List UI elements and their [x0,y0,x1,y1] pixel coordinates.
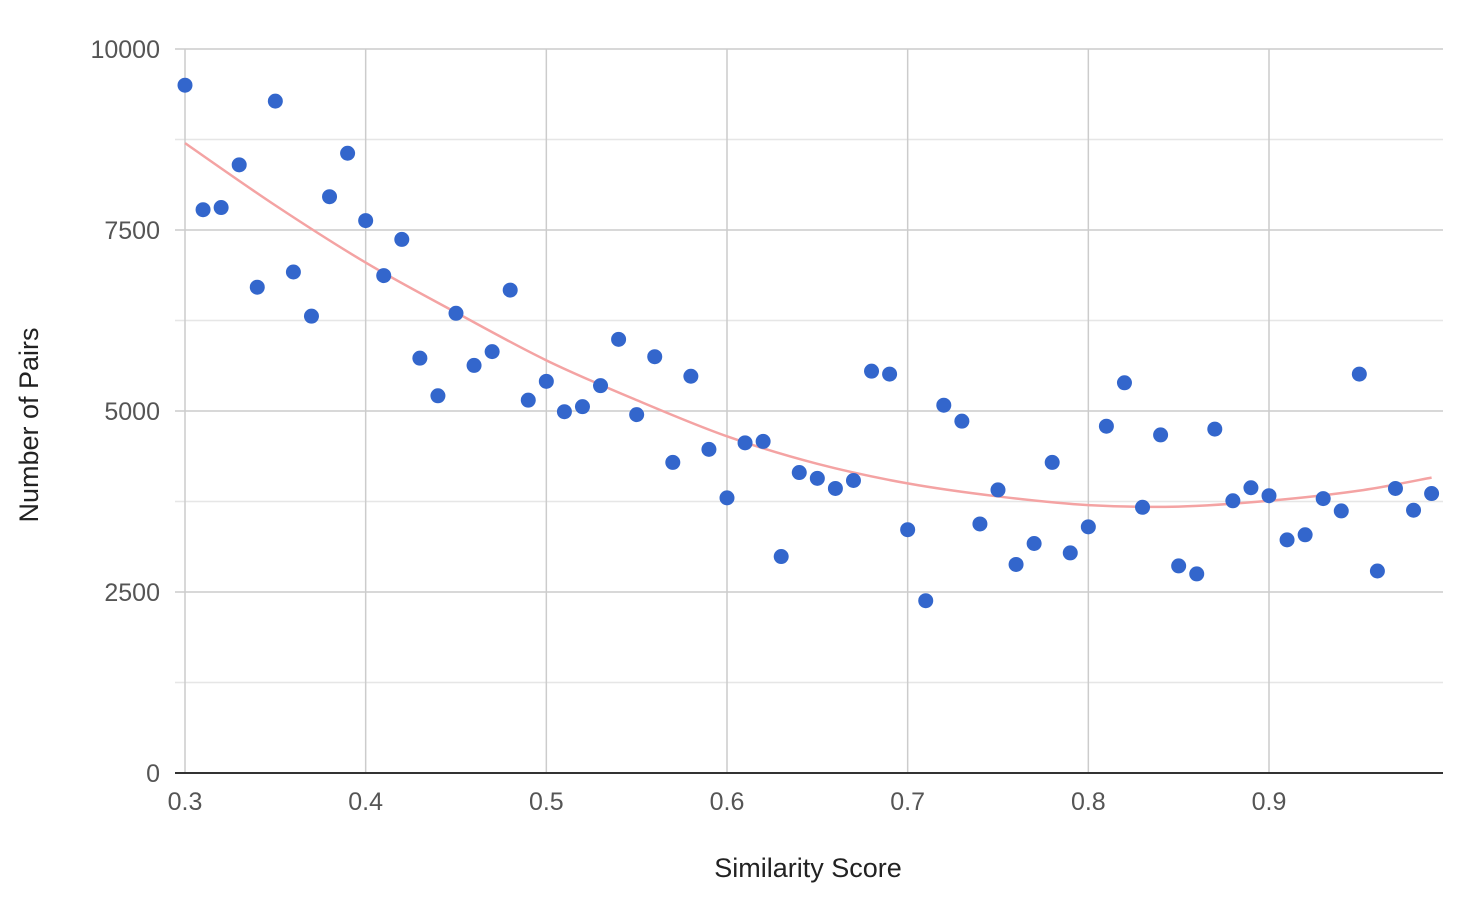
data-point [1406,502,1422,518]
x-tick-label: 0.9 [1252,788,1287,816]
y-tick-label: 2500 [104,579,160,607]
data-point [556,404,572,420]
data-point [1189,566,1205,582]
data-point [665,454,681,470]
data-point [448,305,464,321]
data-point [520,392,536,408]
data-point [484,344,500,360]
data-point [1243,480,1259,496]
data-point [502,282,518,298]
data-point [340,145,356,161]
data-point [1225,493,1241,509]
data-point [918,593,934,609]
data-point [376,268,392,284]
data-point [249,279,265,295]
data-point [972,516,988,532]
data-point [900,522,916,538]
data-point [1135,499,1151,515]
data-point [629,407,645,423]
data-point [990,482,1006,498]
data-point [1153,427,1169,443]
data-point [1062,545,1078,561]
data-point [1315,491,1331,507]
data-point [647,349,663,365]
data-point [1261,488,1277,504]
data-point [1369,563,1385,579]
data-point [358,213,374,229]
x-axis-title: Similarity Score [714,853,902,883]
data-point [394,231,410,247]
data-point [773,549,789,565]
data-point [538,373,554,389]
data-point [827,480,843,496]
data-point [701,441,717,457]
x-tick-label: 0.6 [710,788,745,816]
data-point [1424,486,1440,502]
data-point [1080,519,1096,535]
x-tick-label: 0.8 [1071,788,1106,816]
data-point [1116,375,1132,391]
y-axis-title: Number of Pairs [14,327,44,522]
y-tick-label: 5000 [104,398,160,426]
data-point [285,264,301,280]
data-point [611,331,627,347]
data-point [1207,421,1223,437]
data-point [1333,503,1349,519]
x-tick-label: 0.4 [348,788,383,816]
data-point [1351,366,1367,382]
data-point [267,93,283,109]
data-point [936,397,952,413]
data-point [1026,535,1042,551]
data-point [864,363,880,379]
data-point [719,490,735,506]
data-point [1387,480,1403,496]
data-point [322,189,338,205]
data-point [809,470,825,486]
data-point [1297,527,1313,543]
x-tick-label: 0.5 [529,788,564,816]
x-tick-label: 0.7 [890,788,925,816]
data-point [412,350,428,366]
data-point [593,378,609,394]
data-point [1098,418,1114,434]
data-point [791,465,807,481]
data-point [954,413,970,429]
data-point [574,399,590,415]
data-point [845,473,861,489]
data-point [213,200,229,216]
trendline-layer [184,142,1432,509]
data-point [231,157,247,173]
data-point [195,202,211,218]
grid [175,48,1443,773]
data-point [177,77,193,93]
y-tick-label: 10000 [90,36,160,64]
data-point [1279,532,1295,548]
y-tick-label: 0 [146,760,160,788]
data-point [466,357,482,373]
data-point [882,366,898,382]
data-point [737,435,753,451]
data-point [755,433,771,449]
data-point [1171,558,1187,574]
trendline [184,142,1432,509]
x-tick-label: 0.3 [168,788,203,816]
data-points [177,77,1440,609]
data-point [1044,454,1060,470]
data-point [683,368,699,384]
data-point [1008,556,1024,572]
axes: 0 2500 5000 7500 10000 0.3 0.4 0.5 0.6 0.7 0.8 0.9 [90,36,1443,816]
y-tick-label: 7500 [104,217,160,245]
data-point [303,308,319,324]
data-point [430,388,446,404]
